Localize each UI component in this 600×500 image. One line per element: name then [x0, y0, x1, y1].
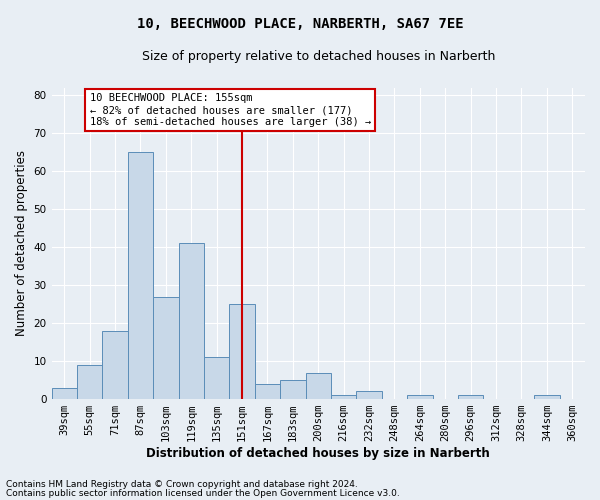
Text: 10 BEECHWOOD PLACE: 155sqm
← 82% of detached houses are smaller (177)
18% of sem: 10 BEECHWOOD PLACE: 155sqm ← 82% of deta…: [89, 94, 371, 126]
Text: Contains HM Land Registry data © Crown copyright and database right 2024.: Contains HM Land Registry data © Crown c…: [6, 480, 358, 489]
Bar: [103, 330, 128, 399]
Text: Contains public sector information licensed under the Open Government Licence v3: Contains public sector information licen…: [6, 488, 400, 498]
Y-axis label: Number of detached properties: Number of detached properties: [15, 150, 28, 336]
Bar: [229, 304, 255, 399]
Bar: [128, 152, 153, 399]
Bar: [179, 244, 204, 399]
Bar: [153, 296, 179, 399]
Bar: [52, 388, 77, 399]
Bar: [356, 392, 382, 399]
Bar: [458, 396, 484, 399]
Bar: [407, 396, 433, 399]
Bar: [331, 396, 356, 399]
Bar: [280, 380, 305, 399]
Text: 10, BEECHWOOD PLACE, NARBERTH, SA67 7EE: 10, BEECHWOOD PLACE, NARBERTH, SA67 7EE: [137, 18, 463, 32]
Bar: [534, 396, 560, 399]
Title: Size of property relative to detached houses in Narberth: Size of property relative to detached ho…: [142, 50, 495, 63]
Bar: [77, 365, 103, 399]
X-axis label: Distribution of detached houses by size in Narberth: Distribution of detached houses by size …: [146, 447, 490, 460]
Bar: [305, 372, 331, 399]
Bar: [204, 358, 229, 399]
Bar: [255, 384, 280, 399]
